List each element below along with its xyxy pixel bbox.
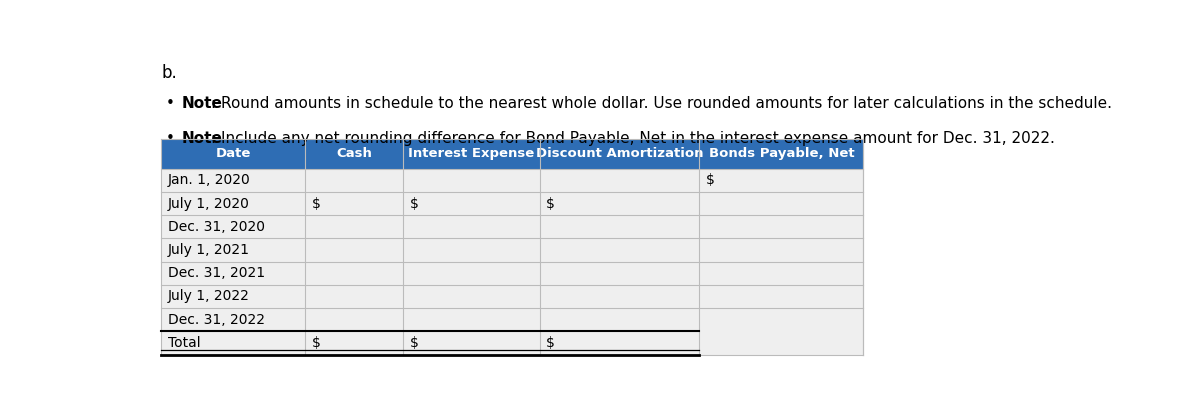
Text: Discount Amortization: Discount Amortization bbox=[535, 147, 703, 160]
FancyBboxPatch shape bbox=[161, 169, 863, 192]
Text: Dec. 31, 2021: Dec. 31, 2021 bbox=[168, 266, 265, 280]
FancyBboxPatch shape bbox=[161, 215, 863, 238]
Text: b.: b. bbox=[161, 64, 176, 82]
Text: $: $ bbox=[546, 336, 554, 350]
Text: $: $ bbox=[312, 336, 320, 350]
FancyBboxPatch shape bbox=[161, 285, 863, 308]
Text: : Include any net rounding difference for Bond Payable, Net in the interest expe: : Include any net rounding difference fo… bbox=[211, 131, 1055, 146]
Text: $: $ bbox=[409, 336, 419, 350]
FancyBboxPatch shape bbox=[161, 331, 863, 354]
Text: $: $ bbox=[312, 197, 320, 211]
Text: Total: Total bbox=[168, 336, 200, 350]
Text: Dec. 31, 2020: Dec. 31, 2020 bbox=[168, 220, 265, 234]
Text: •: • bbox=[166, 96, 175, 111]
Text: Jan. 1, 2020: Jan. 1, 2020 bbox=[168, 173, 251, 188]
Text: Interest Expense: Interest Expense bbox=[408, 147, 534, 160]
FancyBboxPatch shape bbox=[161, 192, 863, 215]
Text: Note: Note bbox=[181, 96, 222, 111]
Text: $: $ bbox=[546, 197, 554, 211]
Text: July 1, 2021: July 1, 2021 bbox=[168, 243, 250, 257]
Text: Cash: Cash bbox=[336, 147, 372, 160]
Text: Bonds Payable, Net: Bonds Payable, Net bbox=[708, 147, 854, 160]
Text: : Round amounts in schedule to the nearest whole dollar. Use rounded amounts for: : Round amounts in schedule to the neare… bbox=[211, 96, 1112, 111]
Text: $: $ bbox=[706, 173, 715, 188]
Text: Note: Note bbox=[181, 131, 222, 146]
Text: Dec. 31, 2022: Dec. 31, 2022 bbox=[168, 313, 265, 327]
Text: July 1, 2022: July 1, 2022 bbox=[168, 290, 250, 304]
FancyBboxPatch shape bbox=[161, 139, 863, 169]
Text: •: • bbox=[166, 131, 175, 146]
Text: Date: Date bbox=[216, 147, 251, 160]
FancyBboxPatch shape bbox=[161, 262, 863, 285]
FancyBboxPatch shape bbox=[161, 238, 863, 262]
FancyBboxPatch shape bbox=[161, 308, 863, 331]
Text: $: $ bbox=[409, 197, 419, 211]
Text: July 1, 2020: July 1, 2020 bbox=[168, 197, 250, 211]
